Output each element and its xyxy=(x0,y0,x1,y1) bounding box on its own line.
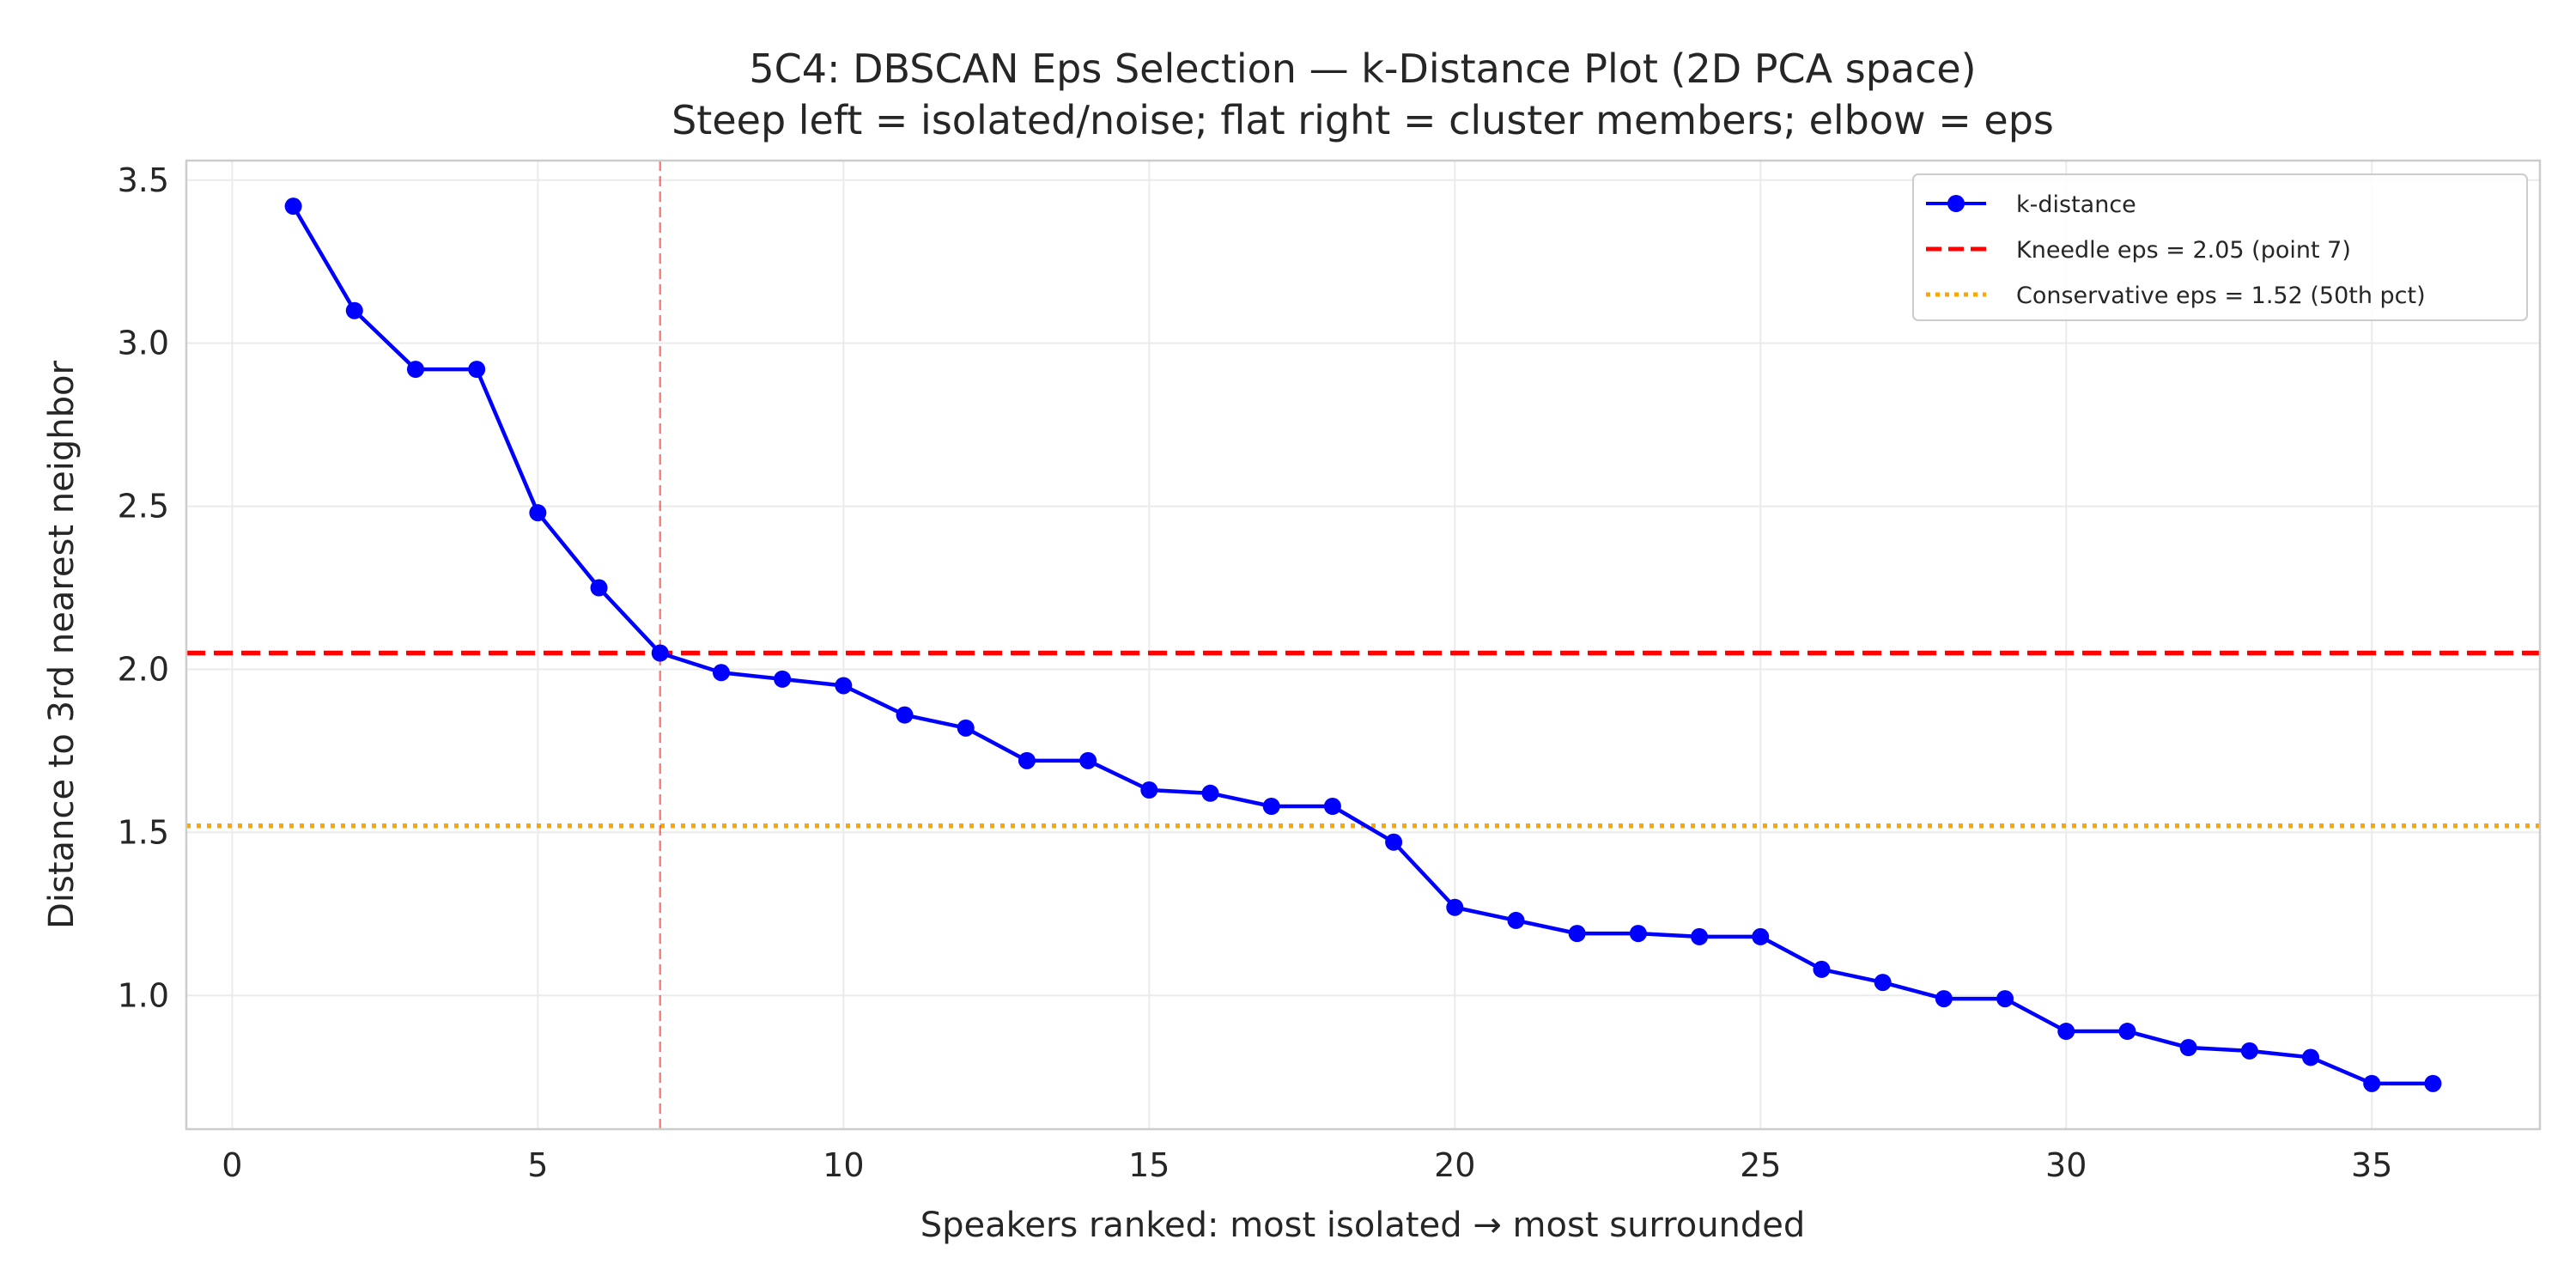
data-point xyxy=(1262,798,1280,815)
data-point xyxy=(1752,927,1770,945)
data-point xyxy=(1201,784,1219,802)
series-k-distance xyxy=(284,197,2442,1092)
x-tick-label: 25 xyxy=(1740,1146,1781,1184)
data-point xyxy=(651,644,669,662)
y-tick-label: 3.5 xyxy=(118,161,169,199)
y-tick-label: 1.5 xyxy=(118,813,169,851)
data-point xyxy=(1813,960,1831,978)
y-tick-label: 2.0 xyxy=(118,650,169,688)
data-point xyxy=(590,579,608,597)
y-tick-label: 2.5 xyxy=(118,488,169,526)
data-point xyxy=(1385,833,1403,851)
data-point xyxy=(896,706,914,724)
x-tick-label: 20 xyxy=(1434,1146,1475,1184)
x-tick-label: 0 xyxy=(222,1146,242,1184)
x-tick-label: 10 xyxy=(823,1146,864,1184)
data-point xyxy=(2302,1048,2320,1066)
x-tick-label: 30 xyxy=(2045,1146,2087,1184)
y-tick-label: 3.0 xyxy=(118,325,169,362)
legend-marker-k-distance xyxy=(1947,195,1965,212)
data-point xyxy=(1874,974,1892,992)
data-point xyxy=(2057,1023,2075,1041)
data-point xyxy=(468,361,486,379)
chart-subtitle: Steep left = isolated/noise; flat right … xyxy=(671,97,2054,143)
data-point xyxy=(1935,990,1953,1008)
data-point xyxy=(835,677,853,695)
y-axis-label: Distance to 3rd nearest neighbor xyxy=(42,361,82,929)
data-point xyxy=(2424,1074,2442,1092)
data-point xyxy=(712,664,730,682)
data-point xyxy=(2240,1042,2258,1060)
data-point xyxy=(1691,927,1709,945)
y-tick-label: 1.0 xyxy=(118,976,169,1014)
data-point xyxy=(1629,925,1647,943)
data-point xyxy=(2118,1023,2136,1041)
data-point xyxy=(1079,751,1097,769)
x-ticks: 0 5 10 15 20 25 30 35 xyxy=(222,1146,2392,1184)
data-point xyxy=(957,719,975,737)
data-point xyxy=(284,197,302,216)
data-point xyxy=(2179,1039,2197,1057)
x-tick-label: 5 xyxy=(527,1146,548,1184)
x-tick-label: 15 xyxy=(1128,1146,1170,1184)
chart-title: 5C4: DBSCAN Eps Selection — k-Distance P… xyxy=(749,46,1976,92)
data-point xyxy=(1323,798,1341,815)
data-point xyxy=(529,504,547,522)
data-point xyxy=(2363,1074,2381,1092)
legend-label-conservative: Conservative eps = 1.52 (50th pct) xyxy=(2016,283,2426,309)
legend-box xyxy=(1912,173,2528,321)
data-point xyxy=(1446,898,1464,916)
data-point xyxy=(1018,751,1036,769)
data-point xyxy=(774,670,792,688)
data-point xyxy=(1507,911,1525,929)
legend: k-distance Kneedle eps = 2.05 (point 7) … xyxy=(1912,173,2528,321)
x-tick-label: 35 xyxy=(2351,1146,2392,1184)
x-axis-label: Speakers ranked: most isolated → most su… xyxy=(920,1206,1806,1245)
data-point xyxy=(1996,990,2014,1008)
y-ticks: 1.0 1.5 2.0 2.5 3.0 3.5 xyxy=(118,161,169,1014)
data-point xyxy=(1568,925,1586,943)
legend-label-kneedle: Kneedle eps = 2.05 (point 7) xyxy=(2016,237,2351,264)
legend-label-k-distance: k-distance xyxy=(2016,191,2136,218)
data-point xyxy=(1140,781,1158,799)
data-point xyxy=(406,361,424,379)
plot-frame xyxy=(185,159,2542,1131)
k-distance-line xyxy=(291,205,2433,1086)
data-point xyxy=(345,301,363,319)
